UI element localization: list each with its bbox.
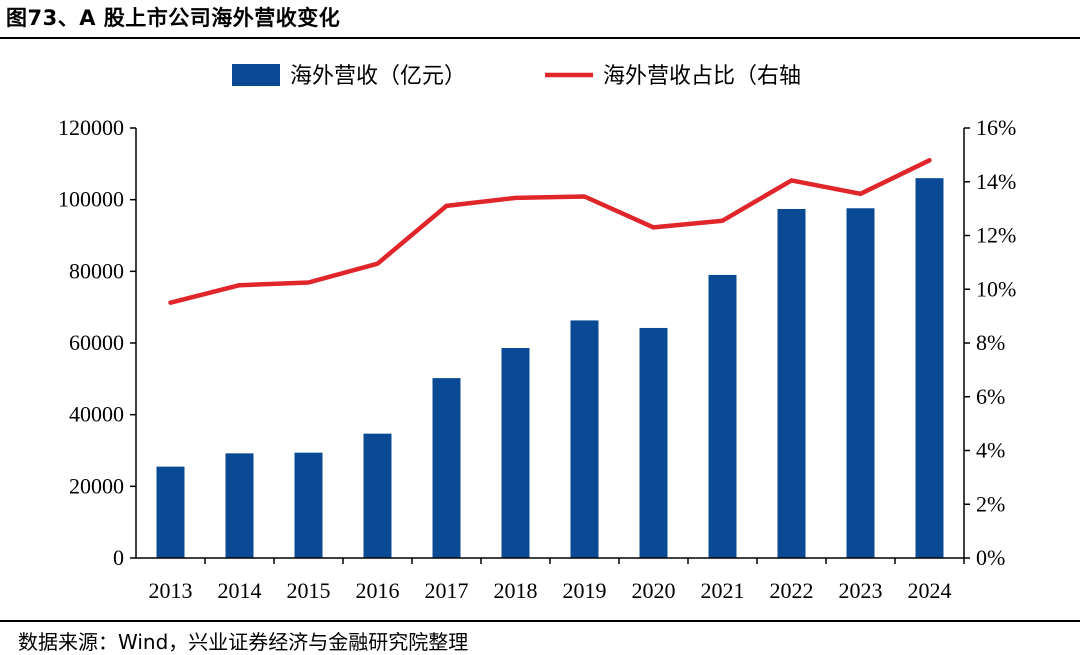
bar-2020 — [639, 327, 668, 558]
right-tick-label: 6% — [976, 384, 1005, 409]
bar-2021 — [708, 274, 737, 558]
bar-2019 — [570, 320, 599, 558]
x-tick-label: 2016 — [356, 578, 400, 603]
share-line — [168, 158, 932, 305]
left-tick-label: 120000 — [58, 115, 124, 140]
bar-2017 — [432, 378, 461, 558]
source-rule — [0, 620, 1080, 622]
legend-bar-label: 海外营收（亿元） — [290, 64, 466, 89]
bar-2015 — [294, 452, 323, 558]
bar-2014 — [225, 453, 254, 558]
right-tick-label: 0% — [976, 545, 1005, 570]
right-tick-label: 14% — [976, 169, 1016, 194]
x-tick-label: 2022 — [770, 578, 814, 603]
x-tick-label: 2015 — [287, 578, 331, 603]
x-tick-label: 2021 — [701, 578, 745, 603]
figure-title: 图73、A 股上市公司海外营收变化 — [6, 6, 341, 30]
legend-bar-swatch — [232, 64, 280, 86]
x-tick-label: 2018 — [494, 578, 538, 603]
bar-2024 — [915, 178, 944, 558]
legend-line-label: 海外营收占比（右轴 — [603, 64, 801, 89]
left-tick-label: 20000 — [69, 473, 124, 498]
right-tick-label: 4% — [976, 438, 1005, 463]
bar-2022 — [777, 208, 806, 558]
source-note: 数据来源：Wind，兴业证券经济与金融研究院整理 — [18, 630, 469, 654]
left-tick-label: 100000 — [58, 187, 124, 212]
right-tick-label: 16% — [976, 115, 1016, 140]
x-tick-label: 2013 — [149, 578, 193, 603]
x-tick-label: 2014 — [218, 578, 262, 603]
bar-series — [156, 178, 944, 558]
x-tick-label: 2019 — [563, 578, 607, 603]
right-tick-label: 10% — [976, 276, 1016, 301]
left-tick-label: 40000 — [69, 402, 124, 427]
right-tick-label: 8% — [976, 330, 1005, 355]
bar-2018 — [501, 348, 530, 558]
left-axis-ticks: 0 20000 40000 60000 80000 100000 120000 — [58, 115, 136, 570]
left-tick-label: 0 — [113, 545, 124, 570]
legend: 海外营收（亿元） 海外营收占比（右轴 — [232, 64, 801, 89]
title-rule — [0, 37, 1080, 39]
x-tick-label: 2024 — [908, 578, 952, 603]
x-axis-ticks: 2013 2014 2015 2016 2017 2018 2019 2020 2021 2022… — [149, 558, 965, 603]
right-axis-ticks: 0% 2% 4% 6% 8% 10% 12% 14% 16% — [964, 115, 1016, 570]
bar-2016 — [363, 433, 392, 558]
bar-2013 — [156, 466, 185, 558]
x-tick-label: 2020 — [632, 578, 676, 603]
x-tick-label: 2017 — [425, 578, 469, 603]
right-tick-label: 2% — [976, 491, 1005, 516]
x-tick-label: 2023 — [839, 578, 883, 603]
left-tick-label: 60000 — [69, 330, 124, 355]
bar-2023 — [846, 208, 875, 558]
right-tick-label: 12% — [976, 223, 1016, 248]
left-tick-label: 80000 — [69, 258, 124, 283]
